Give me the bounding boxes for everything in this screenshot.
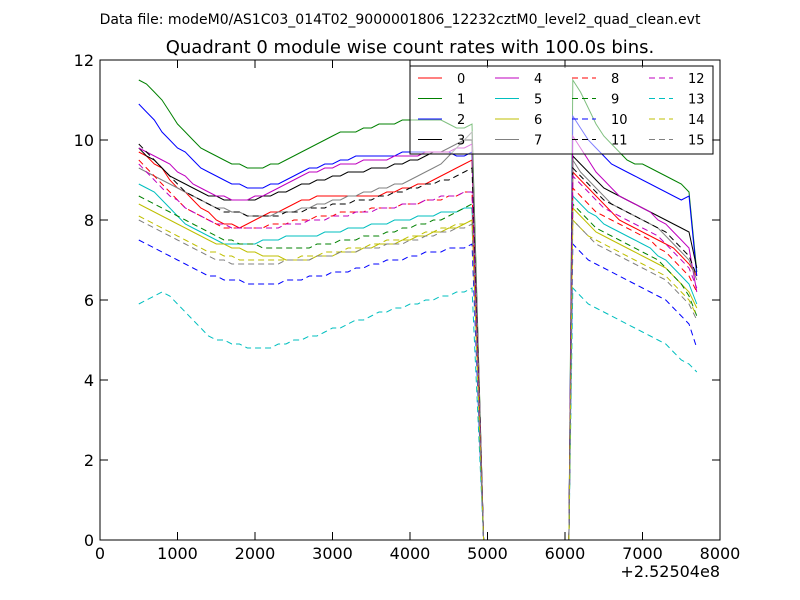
legend-label-6: 6 — [534, 113, 542, 128]
series-line-14 — [138, 215, 698, 541]
x-tick-label: 8000 — [700, 544, 741, 563]
x-offset-label: +2.52504e8 — [620, 562, 720, 581]
series-layer — [138, 78, 698, 541]
legend-label-10: 10 — [611, 113, 628, 128]
legend-label-0: 0 — [457, 72, 465, 87]
legend-label-9: 9 — [611, 93, 619, 108]
y-tick-label: 2 — [84, 451, 94, 470]
legend-label-8: 8 — [611, 72, 619, 87]
y-tick-label: 6 — [84, 291, 94, 310]
legend-label-13: 13 — [688, 93, 705, 108]
legend-label-15: 15 — [688, 134, 705, 149]
legend-label-4: 4 — [534, 72, 542, 87]
y-tick-label: 0 — [84, 531, 94, 550]
series-line-8 — [138, 159, 698, 541]
legend-label-2: 2 — [457, 113, 465, 128]
axes-layer: 0 1000 2000 3000 4000 5000 6000 7000 80000246810… — [74, 51, 741, 563]
legend-label-3: 3 — [457, 134, 465, 149]
series-line-13 — [138, 286, 698, 541]
y-tick-label: 8 — [84, 211, 94, 230]
legend-label-1: 1 — [457, 93, 465, 108]
y-tick-label: 4 — [84, 371, 94, 390]
y-tick-label: 10 — [74, 131, 94, 150]
series-line-0 — [138, 151, 698, 541]
series-line-2 — [138, 103, 698, 541]
series-line-10 — [138, 239, 698, 541]
legend-label-14: 14 — [688, 113, 705, 128]
chart-title: Quadrant 0 module wise count rates with … — [166, 37, 655, 58]
x-tick-label: 2000 — [235, 544, 276, 563]
x-tick-label: 3000 — [312, 544, 353, 563]
legend-label-7: 7 — [534, 134, 542, 149]
x-tick-label: 5000 — [467, 544, 508, 563]
legend-box — [409, 65, 714, 155]
x-tick-label: 6000 — [545, 544, 586, 563]
series-line-15 — [138, 218, 698, 541]
series-line-3 — [138, 139, 698, 541]
x-tick-label: 0 — [95, 544, 105, 563]
legend-label-12: 12 — [688, 72, 705, 87]
legend-label-11: 11 — [611, 134, 628, 149]
series-line-5 — [138, 183, 698, 541]
series-line-12 — [138, 163, 698, 541]
series-line-6 — [138, 203, 698, 541]
x-tick-label: 1000 — [157, 544, 198, 563]
series-line-4 — [138, 134, 698, 541]
series-line-9 — [138, 195, 698, 541]
figure-suptitle: Data file: modeM0/AS1C03_014T02_90000018… — [100, 12, 701, 28]
series-line-11 — [138, 143, 698, 541]
x-tick-label: 7000 — [622, 544, 663, 563]
series-line-7 — [138, 130, 698, 541]
legend-label-5: 5 — [534, 93, 542, 108]
y-tick-label: 12 — [74, 51, 94, 70]
x-tick-label: 4000 — [390, 544, 431, 563]
